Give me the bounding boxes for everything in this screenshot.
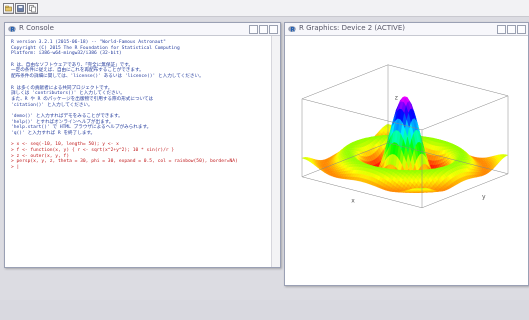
box-edge xyxy=(301,98,423,131)
graphics-title: R Graphics: Device 2 (ACTIVE) xyxy=(299,24,405,32)
console-output-line: 詳しくは 'contributors()' と入力してください。 xyxy=(11,91,125,97)
console-output-line: Copyright (C) 2015 The R Foundation for … xyxy=(11,45,180,51)
copy-icon[interactable] xyxy=(27,3,38,14)
surface-mesh xyxy=(301,96,509,193)
console-output-line: 'demo()' と入力すればデモをみることができます。 xyxy=(11,113,123,119)
y-axis-label: y xyxy=(482,194,486,201)
box-edge xyxy=(301,64,389,100)
console-input-line: > f <- function(x, y) { r <- sqrt(x^2+y^… xyxy=(11,148,175,154)
svg-text:R: R xyxy=(10,27,15,33)
box-edge xyxy=(421,173,509,209)
console-input-line: > persp(x, y, z, theta = 30, phi = 30, e… xyxy=(11,159,238,165)
console-scrollbar[interactable] xyxy=(271,36,280,267)
console-output[interactable]: R version 3.2.1 (2015-06-18) -- "World-F… xyxy=(5,36,271,267)
console-input-line: > | xyxy=(11,165,20,171)
console-output-line: 配布条件の詳細に関しては、'license()' あるいは 'licence()… xyxy=(11,74,204,80)
main-toolbar xyxy=(0,0,529,17)
console-output-line: Platform: i386-w64-mingw32/i386 (32-bit) xyxy=(11,51,122,57)
graphics-window[interactable]: R R Graphics: Device 2 (ACTIVE) x y z xyxy=(284,22,529,286)
console-output-line: 'citation()' と入力してください。 xyxy=(11,102,93,108)
z-axis-label: z xyxy=(395,95,398,102)
console-output-line: 'help.start()' で HTML ブラウザによるヘルプがみられます。 xyxy=(11,125,152,131)
open-icon[interactable] xyxy=(3,3,14,14)
mdi-bottom-area xyxy=(0,300,529,320)
console-output-line: 一定の条件に従えば、自由にこれを再配布することができます。 xyxy=(11,68,144,74)
box-edge xyxy=(387,64,509,97)
minimize-button[interactable] xyxy=(249,25,258,34)
r-logo-icon: R xyxy=(288,26,296,33)
box-edge xyxy=(421,95,509,131)
console-output-line: R version 3.2.1 (2015-06-18) -- "World-F… xyxy=(11,40,166,45)
box-edge xyxy=(387,142,509,175)
console-output-line: 'help()' とすればオンラインヘルプが出ます。 xyxy=(11,119,114,125)
close-button[interactable] xyxy=(517,25,526,34)
box-edge xyxy=(301,176,423,209)
close-button[interactable] xyxy=(269,25,278,34)
plot-box xyxy=(301,64,509,209)
console-title: R Console xyxy=(19,24,54,32)
console-output-line: R は、自由なソフトウェアであり、「完全に無保証」です。 xyxy=(11,62,133,68)
console-output-line: R は多くの貢献者による共同プロジェクトです。 xyxy=(11,85,113,91)
console-titlebar[interactable]: R R Console xyxy=(5,23,280,36)
plot-canvas: x y z xyxy=(285,36,528,285)
minimize-button[interactable] xyxy=(497,25,506,34)
mdi-workspace: R R Console R version 3.2.1 (2015-06-18)… xyxy=(0,17,529,320)
x-axis-label: x xyxy=(351,198,355,205)
save-icon[interactable] xyxy=(15,3,26,14)
maximize-button[interactable] xyxy=(507,25,516,34)
maximize-button[interactable] xyxy=(259,25,268,34)
svg-text:R: R xyxy=(290,27,295,33)
console-window[interactable]: R R Console R version 3.2.1 (2015-06-18)… xyxy=(4,22,281,268)
graphics-titlebar[interactable]: R R Graphics: Device 2 (ACTIVE) xyxy=(285,23,528,36)
r-logo-icon: R xyxy=(8,26,16,33)
console-output-line: 'q()' と入力すれば R を終了します。 xyxy=(11,131,96,136)
console-output-line: また、R や R のパッケージを出版物で引用する際の形式については xyxy=(11,96,154,102)
console-input-line: > z <- outer(x, y, f) xyxy=(11,153,70,159)
persp-plot: x y z xyxy=(301,64,509,209)
box-edge xyxy=(301,142,389,178)
console-input-line: > x <- seq(-10, 10, length= 50); y <- x xyxy=(11,142,119,148)
